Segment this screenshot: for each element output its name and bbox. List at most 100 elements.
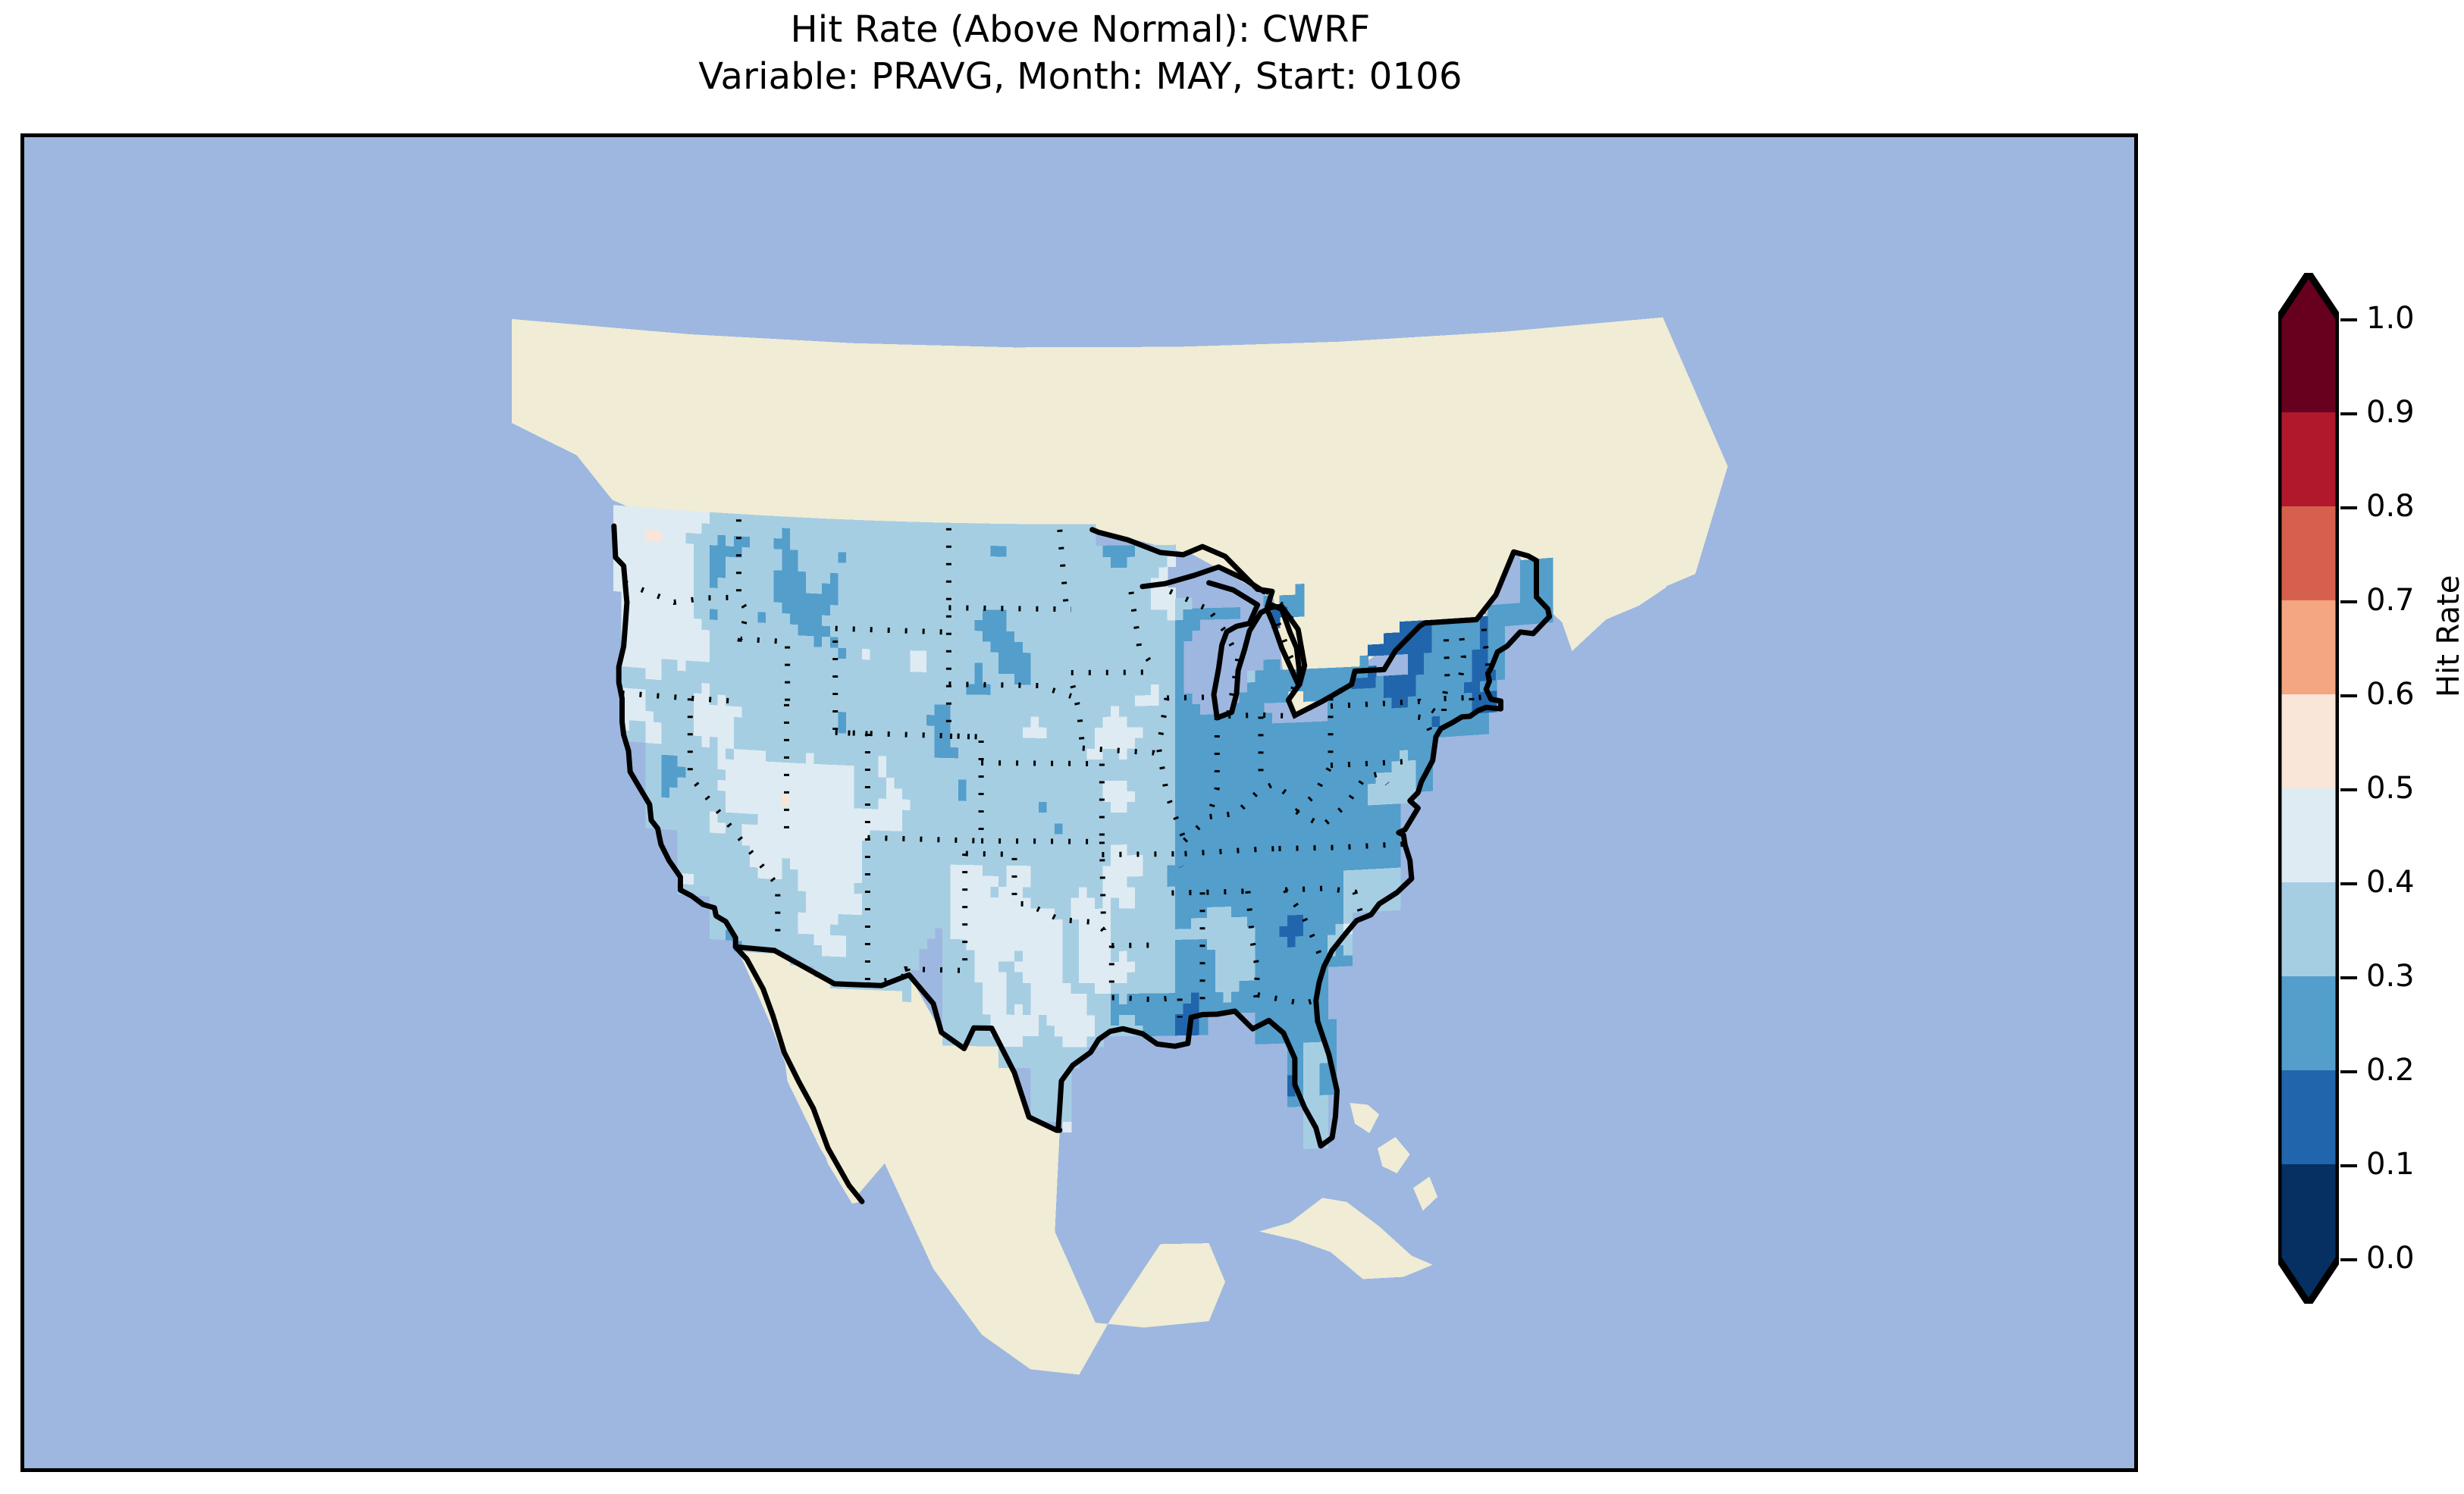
hit-rate-cell [822, 838, 831, 850]
hit-rate-cell [1303, 1137, 1312, 1150]
hit-rate-cell [950, 853, 960, 865]
hit-rate-cell [1375, 686, 1385, 699]
hit-rate-cell [1263, 989, 1273, 1002]
hit-rate-cell [926, 735, 936, 747]
hit-rate-cell [1191, 885, 1200, 897]
hit-rate-cell [1255, 744, 1265, 757]
hit-rate-cell [998, 950, 1008, 962]
hit-rate-cell [1102, 950, 1112, 962]
hit-rate-cell [1456, 681, 1466, 694]
hit-rate-cell [1335, 816, 1345, 828]
hit-rate-cell [990, 715, 1000, 728]
hit-rate-cell [1303, 785, 1312, 798]
hit-rate-cell [950, 587, 960, 599]
hit-rate-cell [789, 538, 799, 550]
hit-rate-cell [757, 781, 767, 794]
hit-rate-cell [990, 566, 1000, 578]
hit-rate-cell [733, 886, 743, 899]
hit-rate-cell [1022, 694, 1032, 706]
hit-rate-cell [1303, 775, 1312, 788]
hit-rate-cell [1295, 765, 1305, 777]
hit-rate-cell [798, 762, 807, 775]
hit-rate-cell [838, 562, 848, 574]
hit-rate-cell [829, 582, 839, 595]
hit-rate-cell [1183, 970, 1193, 982]
hit-rate-cell [806, 773, 815, 785]
hit-rate-cell [806, 837, 815, 850]
hit-rate-cell [1086, 545, 1096, 558]
hit-rate-cell [822, 709, 831, 722]
hit-rate-cell [1375, 644, 1385, 656]
hit-rate-cell [1231, 852, 1240, 864]
hit-rate-cell [1167, 875, 1177, 887]
hit-rate-cell [1279, 722, 1289, 735]
hit-rate-cell [1158, 715, 1168, 728]
hit-rate-cell [1127, 1003, 1136, 1015]
hit-rate-cell [798, 719, 807, 732]
hit-rate-cell [1303, 1041, 1312, 1054]
hit-rate-cell [902, 766, 911, 778]
hit-rate-cell [862, 626, 871, 639]
hit-rate-cell [854, 967, 864, 979]
hit-rate-cell [1046, 1067, 1056, 1079]
hit-rate-cell [878, 563, 888, 575]
hit-rate-cell [726, 577, 735, 590]
hit-rate-cell [1078, 545, 1088, 558]
hit-rate-cell [1143, 609, 1152, 621]
hit-rate-cell [1078, 918, 1088, 930]
hit-rate-cell [750, 749, 759, 761]
hit-rate-cell [1071, 865, 1080, 877]
hit-rate-cell [798, 517, 807, 530]
hit-rate-cell [1207, 788, 1216, 801]
hit-rate-cell [1030, 609, 1040, 622]
hit-rate-cell [1295, 818, 1305, 830]
hit-rate-cell [1255, 723, 1265, 736]
hit-rate-cell [1520, 559, 1529, 572]
hit-rate-cell [1167, 662, 1177, 674]
hit-rate-cell [1303, 817, 1312, 830]
hit-rate-cell [1071, 854, 1080, 866]
hit-rate-cell [813, 528, 823, 541]
hit-rate-cell [1127, 822, 1136, 835]
hit-rate-cell [1351, 741, 1361, 753]
hit-rate-cell [822, 753, 831, 765]
hit-rate-cell [1167, 1024, 1177, 1036]
hit-rate-cell [1328, 934, 1337, 946]
hit-rate-cell [942, 586, 951, 599]
hit-rate-cell [862, 797, 871, 810]
hit-rate-cell [1295, 605, 1305, 617]
hit-rate-cell [661, 658, 671, 670]
hit-rate-cell [1351, 719, 1361, 732]
hit-rate-cell [870, 765, 879, 778]
hit-rate-cell [974, 800, 984, 813]
colorbar-tick-mark [2340, 1070, 2357, 1073]
hit-rate-cell [750, 770, 759, 783]
hit-rate-cell [862, 520, 871, 532]
hit-rate-cell [966, 1013, 976, 1026]
hit-rate-cell [1055, 609, 1064, 622]
hit-rate-cell [974, 1013, 984, 1026]
hit-rate-cell [910, 585, 920, 598]
hit-rate-cell [950, 533, 960, 546]
hit-rate-cell [701, 671, 711, 684]
hit-rate-cell [741, 716, 751, 729]
hit-rate-cell [1071, 960, 1080, 973]
hit-rate-cell [1424, 662, 1433, 675]
hit-rate-cell [1030, 929, 1040, 941]
hit-rate-cell [1255, 798, 1265, 810]
hit-rate-cell [838, 849, 848, 862]
hit-rate-cell [982, 896, 992, 908]
hit-rate-cell [854, 732, 864, 745]
hit-rate-cell [733, 844, 743, 857]
hit-rate-cell [1086, 609, 1096, 622]
hit-rate-cell [1102, 577, 1112, 590]
hit-rate-cell [862, 615, 871, 628]
hit-rate-cell [677, 733, 687, 746]
hit-rate-cell [750, 908, 759, 921]
hit-rate-cell [846, 882, 855, 894]
hit-rate-cell [1014, 800, 1024, 813]
hit-rate-cell [1174, 885, 1184, 897]
hit-rate-cell [1039, 641, 1048, 653]
hit-rate-cell [1463, 659, 1473, 672]
hit-rate-cell [1255, 691, 1265, 704]
